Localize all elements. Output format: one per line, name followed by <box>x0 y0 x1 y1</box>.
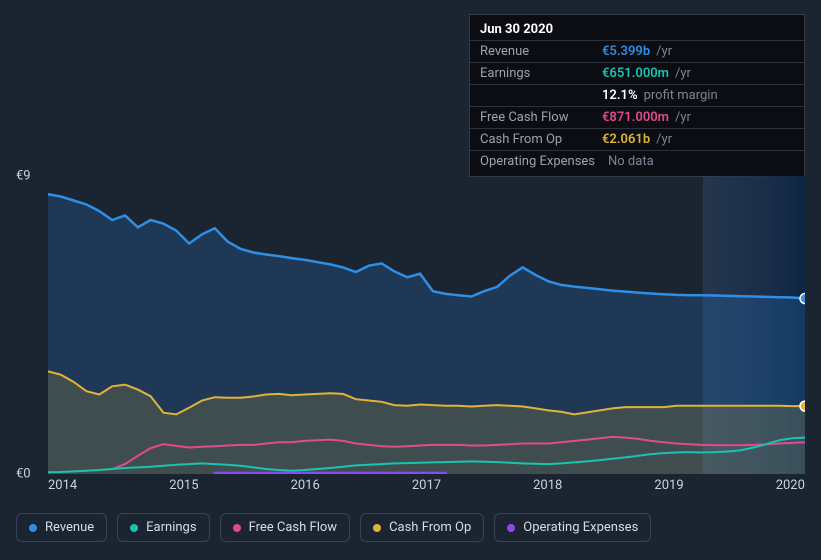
tooltip-row-value: 12.1% <box>602 88 638 103</box>
chart-legend: Revenue Earnings Free Cash Flow Cash From O… <box>16 513 805 542</box>
x-tick-label: 2020 <box>776 478 805 493</box>
legend-swatch <box>507 524 515 532</box>
legend-swatch <box>233 524 241 532</box>
tooltip-row-label: Operating Expenses <box>480 154 596 169</box>
tooltip-date: Jun 30 2020 <box>480 22 553 37</box>
tooltip-row-label: Earnings <box>480 66 596 81</box>
tooltip-row-value: €651.000m <box>602 66 669 81</box>
tooltip-row-value: €871.000m <box>602 110 669 125</box>
series-end-marker-revenue <box>800 294 805 304</box>
legend-label: Revenue <box>45 520 94 535</box>
legend-item-earnings[interactable]: Earnings <box>117 513 209 542</box>
x-tick-label: 2019 <box>654 478 683 493</box>
tooltip-row: Revenue €5.399b/yr <box>470 40 804 62</box>
y-tick-min: €0 <box>16 467 31 482</box>
legend-item-revenue[interactable]: Revenue <box>16 513 107 542</box>
x-tick-label: 2018 <box>533 478 562 493</box>
tooltip-row: Earnings €651.000m/yr <box>470 62 804 84</box>
legend-item-fcf[interactable]: Free Cash Flow <box>220 513 350 542</box>
tooltip-row-hint: /yr <box>675 110 691 125</box>
tooltip-row-label: Cash From Op <box>480 132 596 147</box>
tooltip-row: 12.1% profit margin <box>470 84 804 106</box>
legend-label: Free Cash Flow <box>249 520 337 535</box>
tooltip-row: Free Cash Flow €871.000m/yr <box>470 106 804 128</box>
tooltip-row-hint: profit margin <box>644 88 718 103</box>
legend-item-cash_op[interactable]: Cash From Op <box>360 513 484 542</box>
plot-area[interactable] <box>48 176 805 474</box>
x-tick-label: 2014 <box>48 478 77 493</box>
x-axis-labels: 2014 2015 2016 2017 2018 2019 2020 <box>48 478 805 493</box>
legend-swatch <box>130 524 138 532</box>
x-tick-label: 2016 <box>291 478 320 493</box>
legend-swatch <box>29 524 37 532</box>
legend-swatch <box>373 524 381 532</box>
financials-chart[interactable]: €9 €0 <box>16 176 805 474</box>
tooltip-row-hint: /yr <box>656 44 672 59</box>
legend-label: Operating Expenses <box>523 520 638 535</box>
tooltip-row-value: €5.399b <box>602 44 650 59</box>
tooltip-row-hint: No data <box>608 154 654 169</box>
tooltip-row-label: Revenue <box>480 44 596 59</box>
hover-tooltip-panel: Jun 30 2020 Revenue €5.399b/yr Earnings €65… <box>469 14 805 177</box>
legend-item-opex[interactable]: Operating Expenses <box>494 513 651 542</box>
x-tick-label: 2015 <box>169 478 198 493</box>
tooltip-row: Cash From Op €2.061b/yr <box>470 128 804 150</box>
tooltip-row-hint: /yr <box>675 66 691 81</box>
series-end-marker-cash_op <box>800 401 805 411</box>
y-tick-max: €9 <box>16 169 31 184</box>
tooltip-row-value: €2.061b <box>602 132 650 147</box>
tooltip-row-hint: /yr <box>656 132 672 147</box>
tooltip-row-label: Free Cash Flow <box>480 110 596 125</box>
tooltip-row: Operating Expenses No data <box>470 150 804 172</box>
x-tick-label: 2017 <box>412 478 441 493</box>
legend-label: Cash From Op <box>389 520 471 535</box>
legend-label: Earnings <box>146 520 196 535</box>
